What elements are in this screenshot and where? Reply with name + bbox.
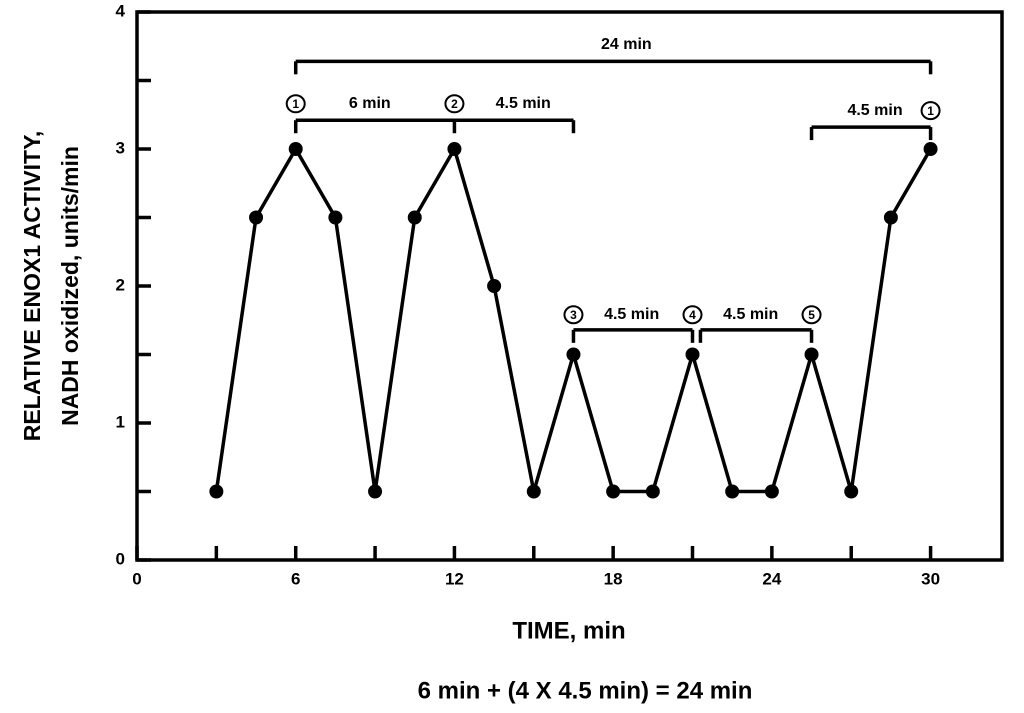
marker-circle [801,305,822,325]
marker-label: 1 [927,104,934,118]
y-axis-title: NADH oxidized, units/min [57,146,83,426]
marker-label: 1 [292,97,299,111]
footer: 6 min + (4 X 4.5 min) = 24 min [418,677,753,704]
data-point [685,347,700,362]
x-tick-label: 12 [445,569,464,588]
data-point [883,210,898,225]
data-point [447,142,462,156]
x-tick-label: 18 [604,569,623,588]
annotation: 4.5 min [496,95,551,112]
x-axis-title: TIME, min [512,617,625,644]
data-point [566,347,581,362]
data-point [249,210,264,225]
data-point [526,484,541,499]
data-point [923,142,938,156]
data-point [328,210,343,225]
x-tick-label: 30 [921,569,940,588]
data-point [209,484,224,499]
marker-label: 5 [808,308,815,322]
data-point [368,484,383,499]
data-point [407,210,422,225]
annotation: 4.5 min [847,102,902,119]
data-point [764,484,779,499]
marker-label: 3 [570,308,577,322]
x-tick-label: 6 [291,569,300,588]
y-tick-label: 4 [116,1,126,20]
y-axis-title: RELATIVE ENOX1 ACTIVITY, [19,131,45,442]
marker-circle [444,94,465,114]
data-point [844,484,859,499]
annotation: 6 min [349,95,391,112]
marker-label: 2 [451,97,458,111]
annotation: 24 min [601,36,652,53]
data-point [288,142,303,156]
x-tick-label: 0 [132,569,141,588]
marker-circle [285,94,306,114]
data-point [725,484,740,499]
data-point [487,279,502,293]
data-point [804,347,819,362]
y-tick-label: 3 [116,138,125,157]
marker-circle [563,305,584,325]
annotation: 4.5 min [723,306,778,323]
annotation: 4.5 min [604,306,659,323]
marker-circle [682,305,703,325]
y-tick-label: 2 [116,275,125,294]
marker-label: 4 [689,308,696,322]
data-point [645,484,660,499]
x-tick-label: 24 [762,569,781,588]
y-tick-label: 0 [116,549,125,568]
data-point [606,484,621,499]
y-tick-label: 1 [116,412,125,431]
plot-frame [135,10,1004,562]
marker-circle [920,101,941,121]
